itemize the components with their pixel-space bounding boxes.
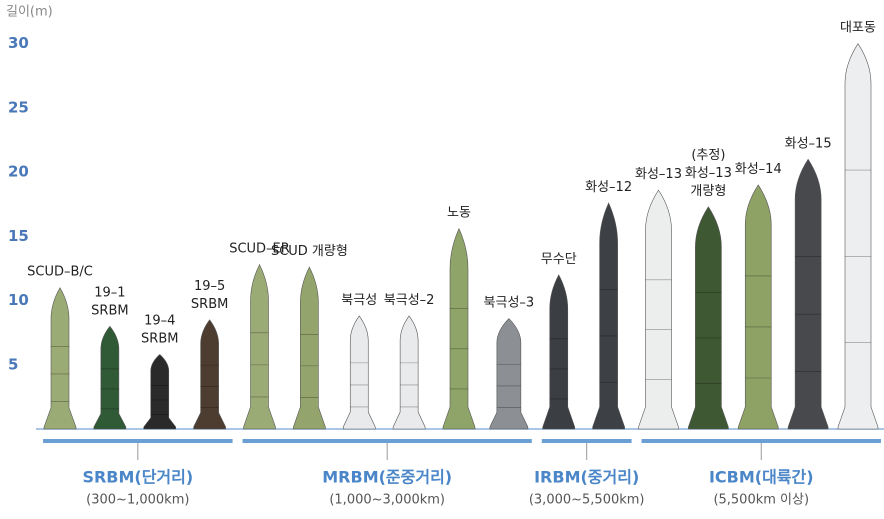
y-tick-label: 10 bbox=[8, 291, 29, 309]
missile bbox=[143, 354, 177, 430]
missile-label: SCUD–ER bbox=[229, 241, 290, 256]
missile-label: 북극성 bbox=[341, 292, 377, 307]
missile-label: 화성–13 bbox=[635, 167, 682, 182]
missile-label: 19–1 SRBM bbox=[91, 285, 128, 318]
missile bbox=[293, 266, 326, 430]
group-bar bbox=[641, 439, 881, 443]
missile bbox=[737, 184, 779, 430]
label-line: SCUD 개량형 bbox=[271, 244, 348, 259]
label-line: 노동 bbox=[447, 205, 471, 220]
missile bbox=[542, 274, 576, 430]
label-line: 개량형 bbox=[690, 183, 726, 198]
missile bbox=[243, 263, 276, 430]
group-note: (3,000~5,500km) bbox=[529, 493, 645, 508]
label-line: 19–5 bbox=[194, 278, 225, 293]
missile bbox=[93, 325, 127, 430]
label-line: SCUD–B/C bbox=[27, 264, 93, 279]
missile bbox=[787, 158, 829, 430]
label-line: 무수단 bbox=[541, 251, 577, 266]
missile bbox=[43, 287, 77, 430]
label-line: SRBM bbox=[191, 296, 228, 311]
group-note: (300~1,000km) bbox=[86, 493, 189, 508]
missile bbox=[489, 318, 529, 430]
group-note: (1,000~3,000km) bbox=[329, 493, 445, 508]
group-note: (5,500km 이상) bbox=[713, 493, 809, 508]
label-line: 대포동 bbox=[840, 20, 876, 35]
missile-label: 19–4 SRBM bbox=[141, 313, 178, 346]
missile bbox=[592, 202, 625, 430]
label-line: 화성–12 bbox=[585, 179, 632, 194]
label-line: 북극성–2 bbox=[384, 292, 435, 307]
missile-label: 노동 bbox=[447, 205, 471, 220]
group-bar bbox=[541, 439, 632, 443]
label-line: 북극성–3 bbox=[484, 295, 535, 310]
missile bbox=[392, 315, 426, 430]
missile bbox=[342, 315, 376, 430]
label-line: 화성–13 bbox=[685, 165, 732, 180]
label-line: 화성–15 bbox=[785, 136, 832, 151]
label-line: 19–4 bbox=[144, 313, 175, 328]
missile-label: 화성–12 bbox=[585, 179, 632, 194]
missile-label: 화성–14 bbox=[735, 161, 782, 176]
label-line: SRBM bbox=[141, 331, 178, 346]
missile bbox=[688, 206, 729, 430]
label-line: 화성–14 bbox=[735, 161, 782, 176]
missile-label: 북극성–3 bbox=[484, 295, 535, 310]
missile-label: 19–5 SRBM bbox=[191, 278, 228, 311]
missile bbox=[442, 227, 476, 430]
missile bbox=[193, 319, 226, 430]
missile bbox=[837, 43, 879, 430]
missile-label: 무수단 bbox=[541, 251, 577, 266]
group-bar bbox=[242, 439, 532, 443]
label-line: (추정) bbox=[691, 147, 725, 162]
label-line: 19–1 bbox=[94, 285, 125, 300]
y-tick-label: 5 bbox=[8, 355, 18, 373]
y-tick-label: 30 bbox=[8, 34, 29, 52]
group-name: IRBM(중거리) bbox=[534, 468, 639, 487]
missile-label: SCUD 개량형 bbox=[271, 244, 348, 259]
label-line: SRBM bbox=[91, 303, 128, 318]
group-name: ICBM(대륙간) bbox=[709, 468, 814, 487]
group-bar bbox=[43, 439, 233, 443]
missile-label: 화성–15 bbox=[785, 136, 832, 151]
group-name: SRBM(단거리) bbox=[82, 468, 193, 487]
label-line: 북극성 bbox=[341, 292, 377, 307]
y-tick-label: 20 bbox=[8, 163, 29, 181]
group-name: MRBM(준중거리) bbox=[322, 468, 452, 487]
missile-label: SCUD–B/C bbox=[27, 264, 93, 279]
missile-label: (추정) 화성–13 개량형 bbox=[685, 147, 732, 198]
label-line: 화성–13 bbox=[635, 167, 682, 182]
missile bbox=[638, 189, 679, 430]
missile-label: 북극성–2 bbox=[384, 292, 435, 307]
missile-label: 대포동 bbox=[840, 20, 876, 35]
y-tick-label: 15 bbox=[8, 227, 29, 245]
label-line: SCUD–ER bbox=[229, 241, 290, 256]
y-axis-label: 길이(m) bbox=[6, 5, 53, 20]
y-tick-label: 25 bbox=[8, 98, 29, 116]
